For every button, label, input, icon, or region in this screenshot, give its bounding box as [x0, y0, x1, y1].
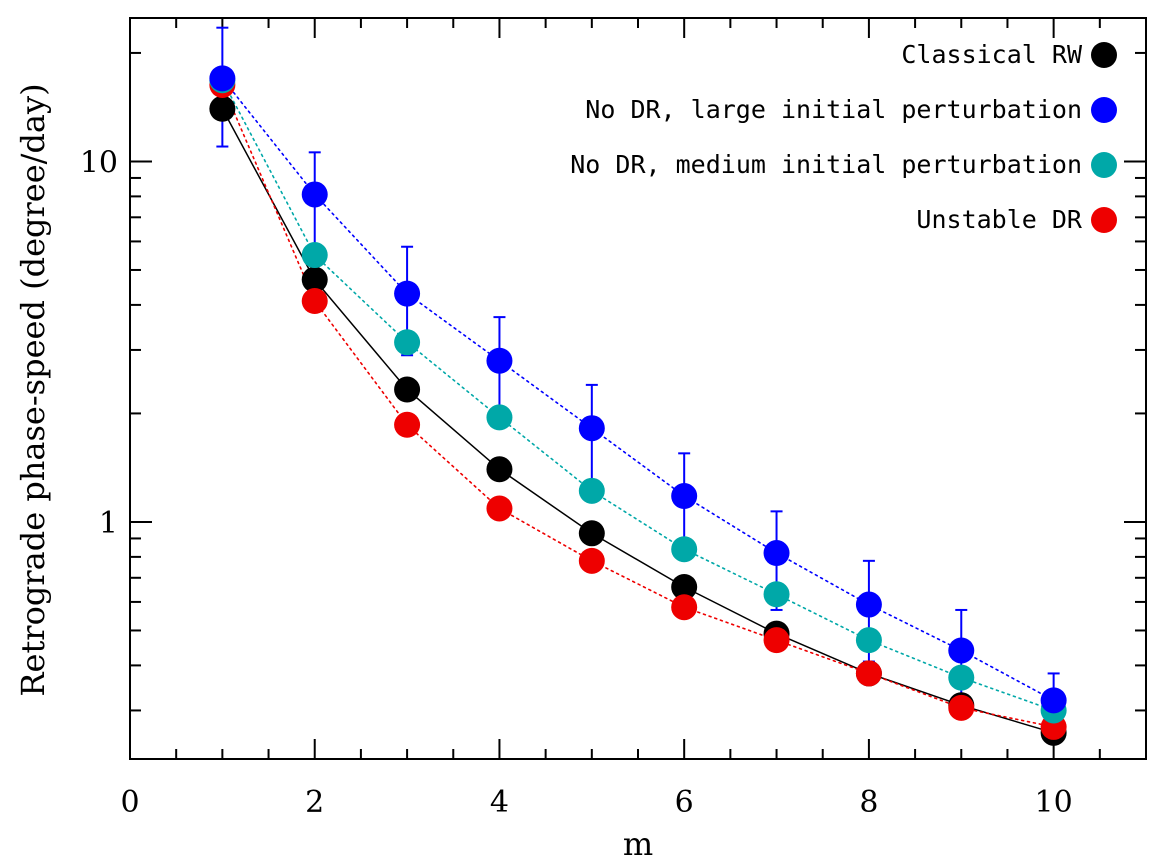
data-point — [578, 415, 605, 442]
data-point — [855, 627, 882, 654]
data-point — [301, 181, 328, 208]
x-tick-label: 6 — [675, 785, 694, 820]
data-point — [578, 520, 605, 547]
data-point — [578, 477, 605, 504]
data-point — [486, 495, 513, 522]
legend-marker — [1091, 152, 1117, 178]
legend-label: No DR, large initial perturbation — [585, 95, 1082, 124]
axis-ticks — [129, 18, 1147, 759]
x-tick-label: 0 — [120, 785, 139, 820]
x-tick-label: 4 — [490, 785, 509, 820]
data-point — [671, 483, 698, 510]
data-point — [948, 694, 975, 721]
data-point — [855, 660, 882, 687]
x-tick-label: 8 — [859, 785, 878, 820]
legend-marker — [1091, 42, 1117, 68]
data-point — [209, 95, 236, 122]
series-line — [221, 84, 1055, 728]
error-bars — [216, 26, 1060, 734]
data-point — [671, 594, 698, 621]
data-point — [301, 288, 328, 315]
data-point — [948, 664, 975, 691]
y-tick-label: 10 — [80, 145, 118, 180]
plot-frame — [129, 17, 1147, 760]
data-point — [394, 376, 421, 403]
data-point — [671, 574, 698, 601]
data-points — [209, 65, 1067, 746]
data-point — [671, 536, 698, 563]
x-tick-label: 2 — [305, 785, 324, 820]
data-point — [394, 280, 421, 307]
series-line — [221, 77, 1055, 702]
legend: Classical RW No DR, large initial perturb… — [570, 40, 1117, 234]
x-axis-label: m — [623, 825, 653, 861]
data-point — [486, 404, 513, 431]
data-point — [486, 347, 513, 374]
data-point — [763, 581, 790, 608]
data-point — [486, 456, 513, 483]
data-point — [209, 65, 236, 92]
tick-labels: 0 2 4 6 8 10 1 10 — [80, 145, 1073, 820]
legend-label: Unstable DR — [916, 205, 1083, 234]
legend-label: No DR, medium initial perturbation — [570, 150, 1082, 179]
series-lines — [221, 77, 1055, 734]
y-tick-label: 1 — [99, 506, 118, 541]
data-point — [855, 591, 882, 618]
x-tick-label: 10 — [1035, 785, 1073, 820]
legend-marker — [1091, 207, 1117, 233]
data-point — [763, 540, 790, 567]
legend-label: Classical RW — [901, 40, 1083, 69]
series-line — [221, 108, 1054, 734]
data-point — [301, 266, 328, 293]
data-point — [1040, 687, 1067, 714]
data-point — [763, 627, 790, 654]
legend-marker — [1091, 97, 1117, 123]
data-point — [578, 547, 605, 574]
data-point — [394, 411, 421, 438]
data-point — [948, 637, 975, 664]
y-axis-label: Retrograde phase-speed (degree/day) — [14, 83, 52, 696]
data-point — [301, 242, 328, 269]
data-point — [394, 329, 421, 356]
